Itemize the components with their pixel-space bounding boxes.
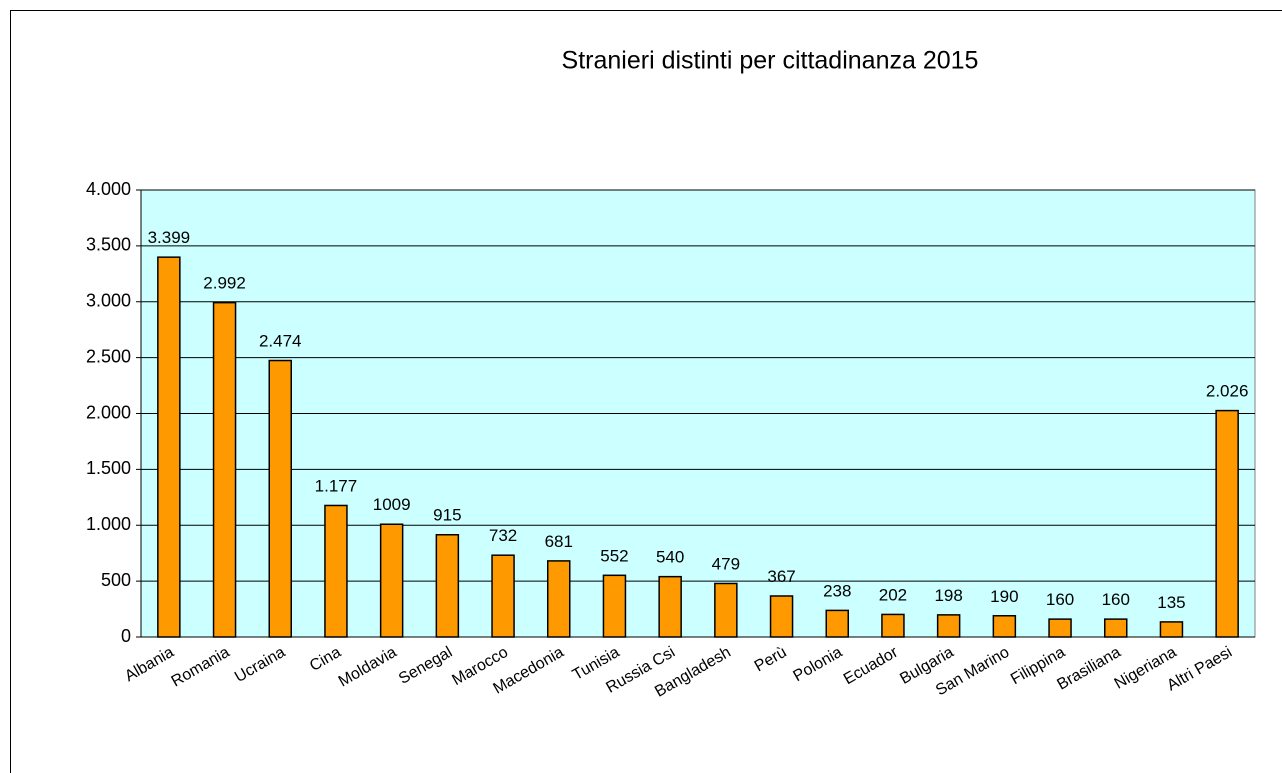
value-label: 552 xyxy=(600,546,628,565)
value-label: 202 xyxy=(879,585,907,604)
y-tick-label: 3.000 xyxy=(86,291,131,311)
bar xyxy=(491,554,515,638)
bar xyxy=(1048,618,1072,638)
value-label: 198 xyxy=(934,586,962,605)
value-label: 915 xyxy=(433,506,461,525)
value-label: 2.474 xyxy=(259,332,302,351)
bar xyxy=(379,523,404,638)
value-label: 732 xyxy=(489,526,517,545)
value-label: 540 xyxy=(656,548,684,567)
value-label: 367 xyxy=(767,567,795,586)
bar xyxy=(547,560,571,638)
bar xyxy=(992,615,1017,638)
bar xyxy=(714,582,738,638)
bar xyxy=(769,595,794,638)
y-tick-label: 1.500 xyxy=(86,458,131,478)
bar xyxy=(1159,621,1184,638)
bar xyxy=(936,614,961,638)
value-label: 190 xyxy=(990,587,1018,606)
chart-title: Stranieri distinti per cittadinanza 2015 xyxy=(562,47,979,75)
y-tick-label: 0 xyxy=(121,626,131,646)
value-label: 1.177 xyxy=(315,476,358,495)
value-label: 1009 xyxy=(373,495,411,514)
y-tick-label: 2.000 xyxy=(86,402,131,422)
bar xyxy=(825,609,849,638)
value-label: 3.399 xyxy=(148,228,191,247)
bar xyxy=(268,359,292,638)
value-label: 135 xyxy=(1157,593,1185,612)
value-label: 160 xyxy=(1102,590,1130,609)
bar xyxy=(602,574,627,638)
value-label: 2.992 xyxy=(203,274,246,293)
value-label: 681 xyxy=(545,532,573,551)
bar xyxy=(658,575,682,638)
y-tick-label: 1.000 xyxy=(86,514,131,534)
bar xyxy=(881,613,905,638)
bar xyxy=(212,301,237,638)
value-label: 2.026 xyxy=(1206,382,1249,401)
value-label: 238 xyxy=(823,581,851,600)
y-tick-label: 2.500 xyxy=(86,346,131,366)
bar xyxy=(1215,409,1239,638)
bar xyxy=(324,504,348,638)
bar xyxy=(435,533,460,638)
y-tick-label: 3.500 xyxy=(86,235,131,255)
value-label: 160 xyxy=(1046,590,1074,609)
bar xyxy=(1104,618,1128,638)
bar xyxy=(157,256,181,638)
value-label: 479 xyxy=(712,554,740,573)
y-tick-label: 500 xyxy=(101,570,131,590)
y-tick-label: 4.000 xyxy=(86,179,131,199)
